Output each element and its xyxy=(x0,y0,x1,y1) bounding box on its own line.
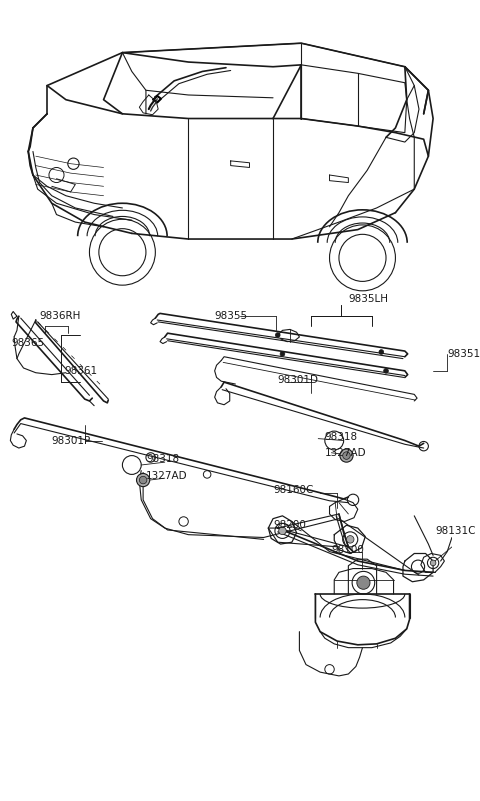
Text: 98301P: 98301P xyxy=(52,436,91,445)
Circle shape xyxy=(340,449,353,462)
Circle shape xyxy=(343,452,350,459)
Circle shape xyxy=(357,576,370,590)
Text: 9836RH: 9836RH xyxy=(39,312,81,321)
Circle shape xyxy=(379,350,384,354)
Text: 98361: 98361 xyxy=(64,366,97,376)
Circle shape xyxy=(430,560,436,566)
Circle shape xyxy=(384,368,388,373)
Text: 98318: 98318 xyxy=(325,432,358,441)
Text: 98318: 98318 xyxy=(146,454,179,465)
Text: 98355: 98355 xyxy=(215,312,248,321)
Text: 1327AD: 1327AD xyxy=(325,448,366,457)
Text: 98301D: 98301D xyxy=(278,375,319,385)
Text: 98200: 98200 xyxy=(273,521,306,530)
Circle shape xyxy=(279,527,286,534)
Circle shape xyxy=(136,473,150,487)
Circle shape xyxy=(139,477,147,484)
Text: 98351: 98351 xyxy=(447,349,480,359)
Text: 9835LH: 9835LH xyxy=(348,294,388,304)
Text: 98365: 98365 xyxy=(12,337,45,348)
Text: 98160C: 98160C xyxy=(273,485,313,495)
Circle shape xyxy=(280,352,285,356)
Text: 98100: 98100 xyxy=(331,545,364,555)
Text: 98131C: 98131C xyxy=(435,526,476,536)
Circle shape xyxy=(276,332,280,337)
Circle shape xyxy=(347,536,354,543)
Text: 1327AD: 1327AD xyxy=(146,471,188,481)
